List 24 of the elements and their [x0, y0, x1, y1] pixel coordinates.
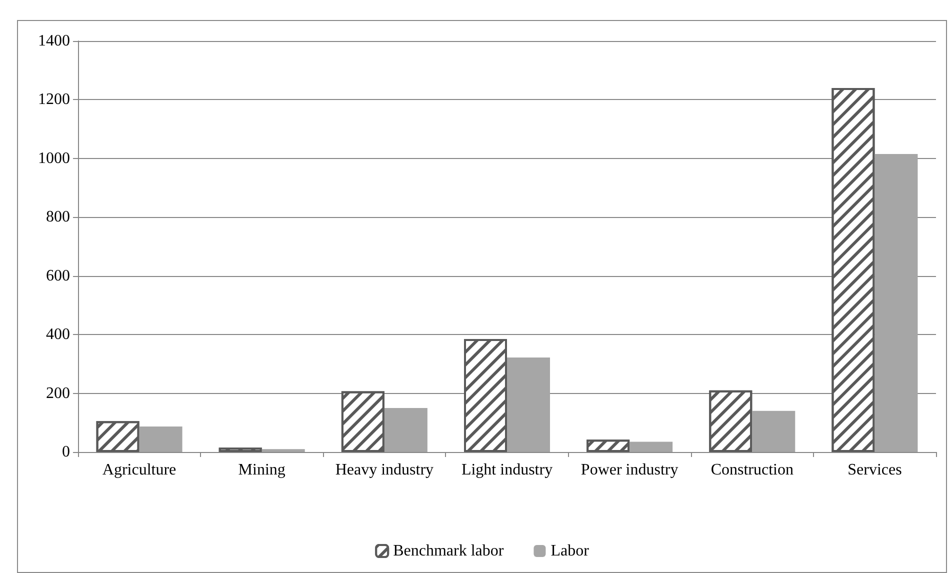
x-tick-label: Agriculture: [102, 462, 176, 478]
x-tick-label: Mining: [238, 462, 286, 478]
bar: [752, 410, 796, 452]
y-tick-label: 400: [46, 326, 70, 344]
y-tick-label: 800: [46, 208, 70, 226]
y-tick-label: 0: [62, 444, 70, 460]
x-tick-label: Power industry: [580, 462, 678, 478]
x-tick-label: Light industry: [461, 462, 553, 478]
bar: [384, 408, 428, 452]
x-tick-label: Services: [848, 462, 902, 478]
x-tick-label: Heavy industry: [335, 462, 434, 478]
y-tick-label: 200: [46, 384, 70, 402]
legend-label: Labor: [550, 542, 590, 560]
legend-label: Benchmark labor: [393, 542, 504, 560]
bar: [630, 442, 673, 452]
y-tick-label: 1000: [38, 150, 70, 167]
x-tick-label: Construction: [710, 462, 794, 478]
y-tick-label: 1200: [38, 91, 70, 108]
bar: [507, 357, 550, 452]
y-tick-label: 1400: [38, 32, 70, 50]
bar: [874, 154, 918, 452]
y-tick-label: 600: [46, 267, 70, 284]
bar: [139, 426, 182, 452]
bar: [262, 449, 305, 452]
